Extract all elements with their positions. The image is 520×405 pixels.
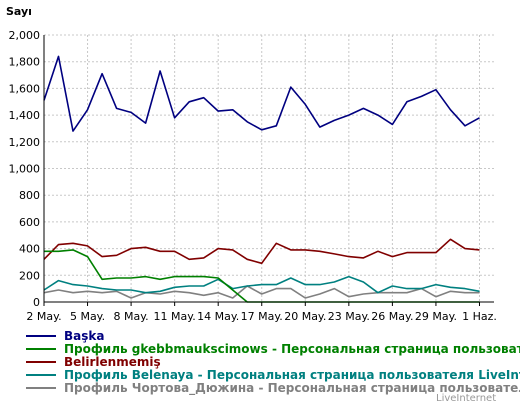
x-tick-label: 5 May. bbox=[70, 310, 105, 323]
y-tick-label: 1,200 bbox=[9, 136, 41, 149]
x-tick-label: 29 May. bbox=[415, 310, 457, 323]
y-tick-label: 200 bbox=[19, 269, 40, 282]
x-tick-label: 20 May. bbox=[284, 310, 326, 323]
grid bbox=[43, 34, 494, 303]
x-tick-label: 17 May. bbox=[241, 310, 283, 323]
y-tick-label: 400 bbox=[19, 243, 40, 256]
y-tick-label: 1,000 bbox=[9, 163, 41, 176]
x-tick-label: 1 Haz. bbox=[462, 310, 497, 323]
legend-label: Belirlenmemiş bbox=[64, 355, 161, 369]
y-tick-label: 1,800 bbox=[9, 56, 41, 69]
watermark-text: LiveInternet bbox=[436, 393, 496, 404]
legend-label: Профиль gkebbmaukscimows - Персональная … bbox=[64, 342, 520, 356]
x-tick-label: 23 May. bbox=[328, 310, 370, 323]
y-tick-label: 800 bbox=[19, 189, 40, 202]
series-line bbox=[43, 55, 480, 132]
x-tick-label: 14 May. bbox=[197, 310, 239, 323]
y-tick-label: 1,600 bbox=[9, 82, 41, 95]
series-line bbox=[43, 285, 480, 299]
legend-label: Başka bbox=[64, 329, 104, 343]
x-tick-label: 26 May. bbox=[371, 310, 413, 323]
legend-label: Профиль Belenaya - Персональная страница… bbox=[64, 368, 520, 382]
axes: 0 200 400 600 800 1,000 1,200 1,400 1,600 1,800 2,… bbox=[9, 29, 497, 323]
x-tick-label: 8 May. bbox=[114, 310, 149, 323]
x-tick-label: 11 May. bbox=[154, 310, 196, 323]
y-tick-label: 600 bbox=[19, 216, 40, 229]
y-tick-label: 0 bbox=[33, 296, 40, 309]
y-tick-label: 1,400 bbox=[9, 109, 41, 122]
x-tick-label: 2 May. bbox=[26, 310, 61, 323]
y-tick-label: 2,000 bbox=[9, 29, 41, 42]
series-line bbox=[43, 275, 480, 294]
legend-label: Профиль Чортова_Дюжина - Персональная ст… bbox=[64, 381, 520, 396]
series-line bbox=[43, 238, 480, 265]
y-axis-title: Sayı bbox=[6, 5, 32, 18]
